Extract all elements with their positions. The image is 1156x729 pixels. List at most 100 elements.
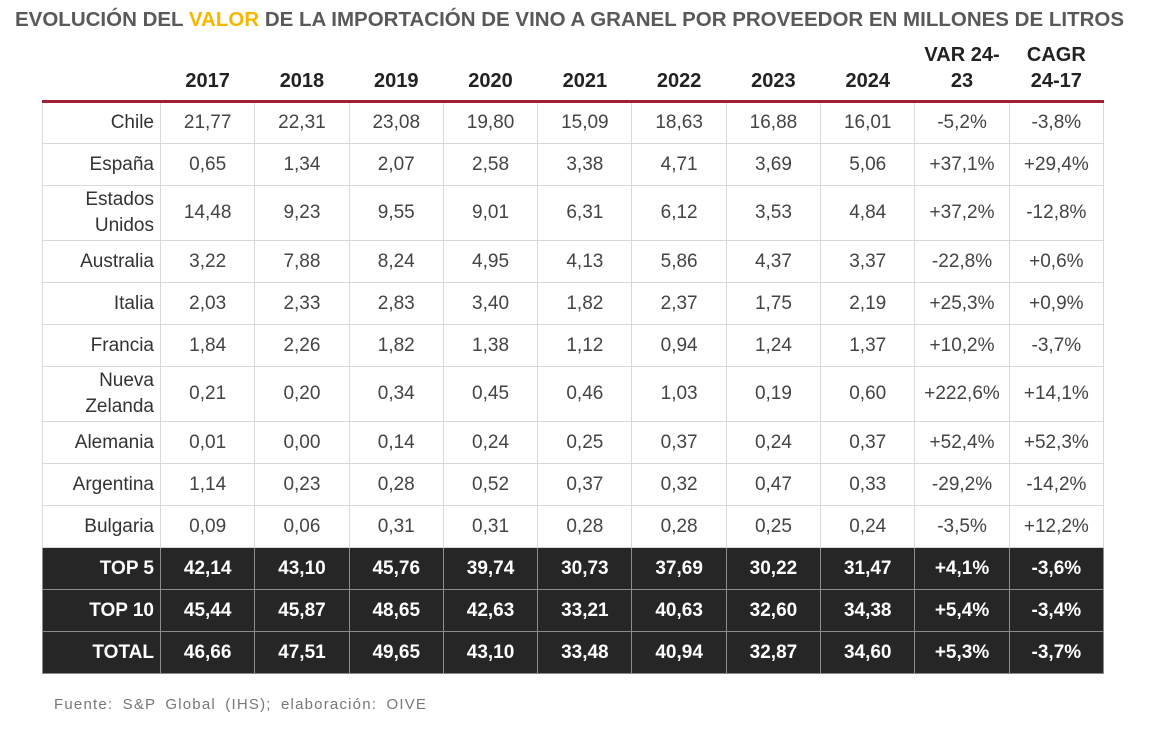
cell: 1,34 — [254, 143, 350, 186]
cell: -3,4% — [1008, 589, 1105, 632]
header-row: 2017 2018 2019 2020 2021 2022 2023 2024 VAR 24-2… — [42, 40, 1104, 103]
cell: 16,01 — [820, 101, 916, 144]
cell: 19,80 — [442, 101, 539, 144]
cell: -3,8% — [1008, 101, 1105, 144]
cell: 6,12 — [631, 185, 727, 241]
cell: 22,31 — [254, 101, 350, 144]
cell: 3,37 — [820, 240, 916, 283]
row-label: Francia — [42, 324, 161, 367]
cell: 23,08 — [348, 101, 444, 144]
column-header: 2021 — [537, 40, 632, 103]
cell: -3,7% — [1008, 631, 1105, 674]
cell: 15,09 — [537, 101, 633, 144]
cell: 0,09 — [159, 505, 256, 548]
row-label: TOTAL — [42, 631, 161, 674]
row-label: España — [42, 143, 161, 186]
cell: 0,47 — [725, 463, 822, 506]
cell: 47,51 — [254, 631, 350, 674]
row-label: Bulgaria — [42, 505, 161, 548]
cell: +25,3% — [914, 282, 1010, 325]
data-table: 2017 2018 2019 2020 2021 2022 2023 2024 VAR 24-2… — [42, 40, 1105, 674]
summary-row: TOTAL 46,66 47,51 49,65 43,10 33,48 40,94 32,87… — [42, 631, 1105, 674]
data-row: Francia 1,84 2,26 1,82 1,38 1,12 0,94 1,24 1,37 +… — [42, 324, 1105, 367]
row-label: Australia — [42, 240, 161, 283]
column-header: 2022 — [631, 40, 727, 103]
cell: 0,45 — [442, 366, 539, 422]
cell: 45,87 — [254, 589, 350, 632]
cell: 0,14 — [348, 421, 444, 464]
cell: 0,23 — [254, 463, 350, 506]
cell: -12,8% — [1008, 185, 1105, 241]
cell: 45,44 — [159, 589, 256, 632]
cell: 0,94 — [631, 324, 727, 367]
cell: 3,69 — [725, 143, 822, 186]
cell: 0,31 — [442, 505, 539, 548]
cell: 9,55 — [348, 185, 444, 241]
cell: 0,28 — [537, 505, 633, 548]
cell: 2,03 — [159, 282, 256, 325]
cell: 0,37 — [631, 421, 727, 464]
cell: 32,87 — [725, 631, 822, 674]
cell: 6,31 — [537, 185, 633, 241]
cell: +14,1% — [1008, 366, 1105, 422]
cell: +4,1% — [914, 547, 1010, 590]
cell: 32,60 — [725, 589, 822, 632]
cell: 42,14 — [159, 547, 256, 590]
title-highlight: VALOR — [188, 8, 260, 31]
cell: 3,22 — [159, 240, 256, 283]
cell: -3,7% — [1008, 324, 1105, 367]
cell: 4,71 — [631, 143, 727, 186]
column-header: 2019 — [349, 40, 444, 103]
cell: 14,48 — [159, 185, 256, 241]
cell: 0,28 — [348, 463, 444, 506]
row-label: Chile — [42, 101, 161, 144]
title: EVOLUCIÓN DEL VALOR DE LA IMPORTACIÓN DE… — [15, 8, 1155, 32]
cell: 0,21 — [159, 366, 256, 422]
cell: 2,58 — [442, 143, 539, 186]
summary-row: TOP 5 42,14 43,10 45,76 39,74 30,73 37,69 30,22… — [42, 547, 1105, 590]
column-header: 2020 — [443, 40, 538, 103]
column-header: 2017 — [160, 40, 255, 103]
cell: 37,69 — [631, 547, 727, 590]
cell: 1,82 — [537, 282, 633, 325]
data-row: Italia 2,03 2,33 2,83 3,40 1,82 2,37 1,75 2,19 +2… — [42, 282, 1105, 325]
cell: 0,24 — [820, 505, 916, 548]
cell: 0,37 — [820, 421, 916, 464]
row-label: Italia — [42, 282, 161, 325]
cell: 33,21 — [537, 589, 633, 632]
cell: 0,33 — [820, 463, 916, 506]
cell: 4,37 — [725, 240, 822, 283]
row-label: Argentina — [42, 463, 161, 506]
data-row: Bulgaria 0,09 0,06 0,31 0,31 0,28 0,28 0,25 0,24… — [42, 505, 1105, 548]
cell: 0,28 — [631, 505, 727, 548]
cell: 0,24 — [442, 421, 539, 464]
cell: 1,82 — [348, 324, 444, 367]
data-row: Estados Unidos 14,48 9,23 9,55 9,01 6,31 6,12 3… — [42, 185, 1105, 241]
cell: 9,23 — [254, 185, 350, 241]
cell: 1,37 — [820, 324, 916, 367]
cell: 2,83 — [348, 282, 444, 325]
row-label: Alemania — [42, 421, 161, 464]
cell: +5,4% — [914, 589, 1010, 632]
cell: 0,00 — [254, 421, 350, 464]
cell: +52,3% — [1008, 421, 1105, 464]
column-header: 2023 — [726, 40, 821, 103]
summary-row: TOP 10 45,44 45,87 48,65 42,63 33,21 40,63 32,6… — [42, 589, 1105, 632]
data-row: Argentina 1,14 0,23 0,28 0,52 0,37 0,32 0,47 0,3… — [42, 463, 1105, 506]
cell: 21,77 — [159, 101, 256, 144]
row-label: Estados Unidos — [42, 185, 161, 241]
cell: 43,10 — [442, 631, 539, 674]
cell: +37,1% — [914, 143, 1010, 186]
data-row: España 0,65 1,34 2,07 2,58 3,38 4,71 3,69 5,06 +3… — [42, 143, 1105, 186]
cell: 0,46 — [537, 366, 633, 422]
cell: +5,3% — [914, 631, 1010, 674]
cell: +0,6% — [1008, 240, 1105, 283]
cell: -3,6% — [1008, 547, 1105, 590]
cell: 31,47 — [820, 547, 916, 590]
column-header: CAGR 24-17 — [1009, 40, 1104, 103]
cell: 2,07 — [348, 143, 444, 186]
cell: 30,73 — [537, 547, 633, 590]
cell: 3,38 — [537, 143, 633, 186]
cell: 0,34 — [348, 366, 444, 422]
